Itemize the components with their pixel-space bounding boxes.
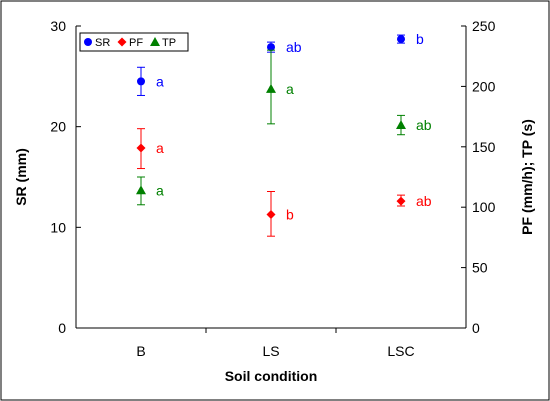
y-left-axis-title: SR (mm)	[13, 148, 29, 206]
y-left-tick-label: 10	[50, 219, 66, 235]
axes: 0 10 20 30 0 50 100 150 200 250 B LS LSC	[50, 18, 495, 359]
legend-marker-pf	[117, 37, 127, 47]
y-right-axis-title: PF (mm/h); TP (s)	[519, 119, 535, 235]
data-point	[136, 143, 146, 153]
y-right-tick-label: 100	[472, 199, 496, 215]
y-right-tick-label: 150	[472, 139, 496, 155]
y-right-tick-label: 0	[472, 320, 480, 336]
data-point	[267, 43, 275, 52]
data-point	[137, 77, 145, 86]
legend-marker-tp	[150, 37, 160, 46]
x-axis-title: Soil condition	[225, 368, 318, 384]
x-tick-label: LS	[262, 343, 279, 359]
y-right-tick-label: 50	[472, 260, 488, 276]
data-point	[396, 196, 406, 206]
data-point	[397, 35, 405, 44]
significance-label: ab	[286, 39, 302, 55]
data-point	[266, 83, 276, 93]
x-tick-label: LSC	[387, 343, 414, 359]
legend-marker-sr	[84, 38, 92, 46]
y-left-tick-label: 30	[50, 18, 66, 34]
data-point	[396, 120, 406, 130]
legend-box	[79, 32, 189, 52]
y-right-tick-label: 200	[472, 78, 496, 94]
significance-label: a	[156, 182, 164, 198]
data-point	[136, 185, 146, 195]
legend: SR PF TP	[79, 32, 189, 52]
significance-label: a	[156, 140, 164, 156]
significance-label: ab	[416, 117, 432, 133]
significance-label: b	[286, 206, 294, 222]
series-tp: a a ab	[136, 49, 432, 206]
significance-label: b	[416, 31, 424, 47]
significance-label: a	[156, 73, 164, 89]
y-left-tick-label: 20	[50, 119, 66, 135]
y-left-tick-label: 0	[58, 320, 66, 336]
significance-label: a	[286, 81, 294, 97]
legend-label-pf: PF	[129, 37, 143, 49]
data-point	[266, 209, 276, 219]
legend-label-tp: TP	[162, 37, 176, 49]
significance-label: ab	[416, 193, 432, 209]
y-right-tick-label: 250	[472, 18, 496, 34]
series-sr: a ab b	[137, 31, 424, 96]
legend-label-sr: SR	[95, 37, 110, 49]
x-tick-label: B	[136, 343, 145, 359]
